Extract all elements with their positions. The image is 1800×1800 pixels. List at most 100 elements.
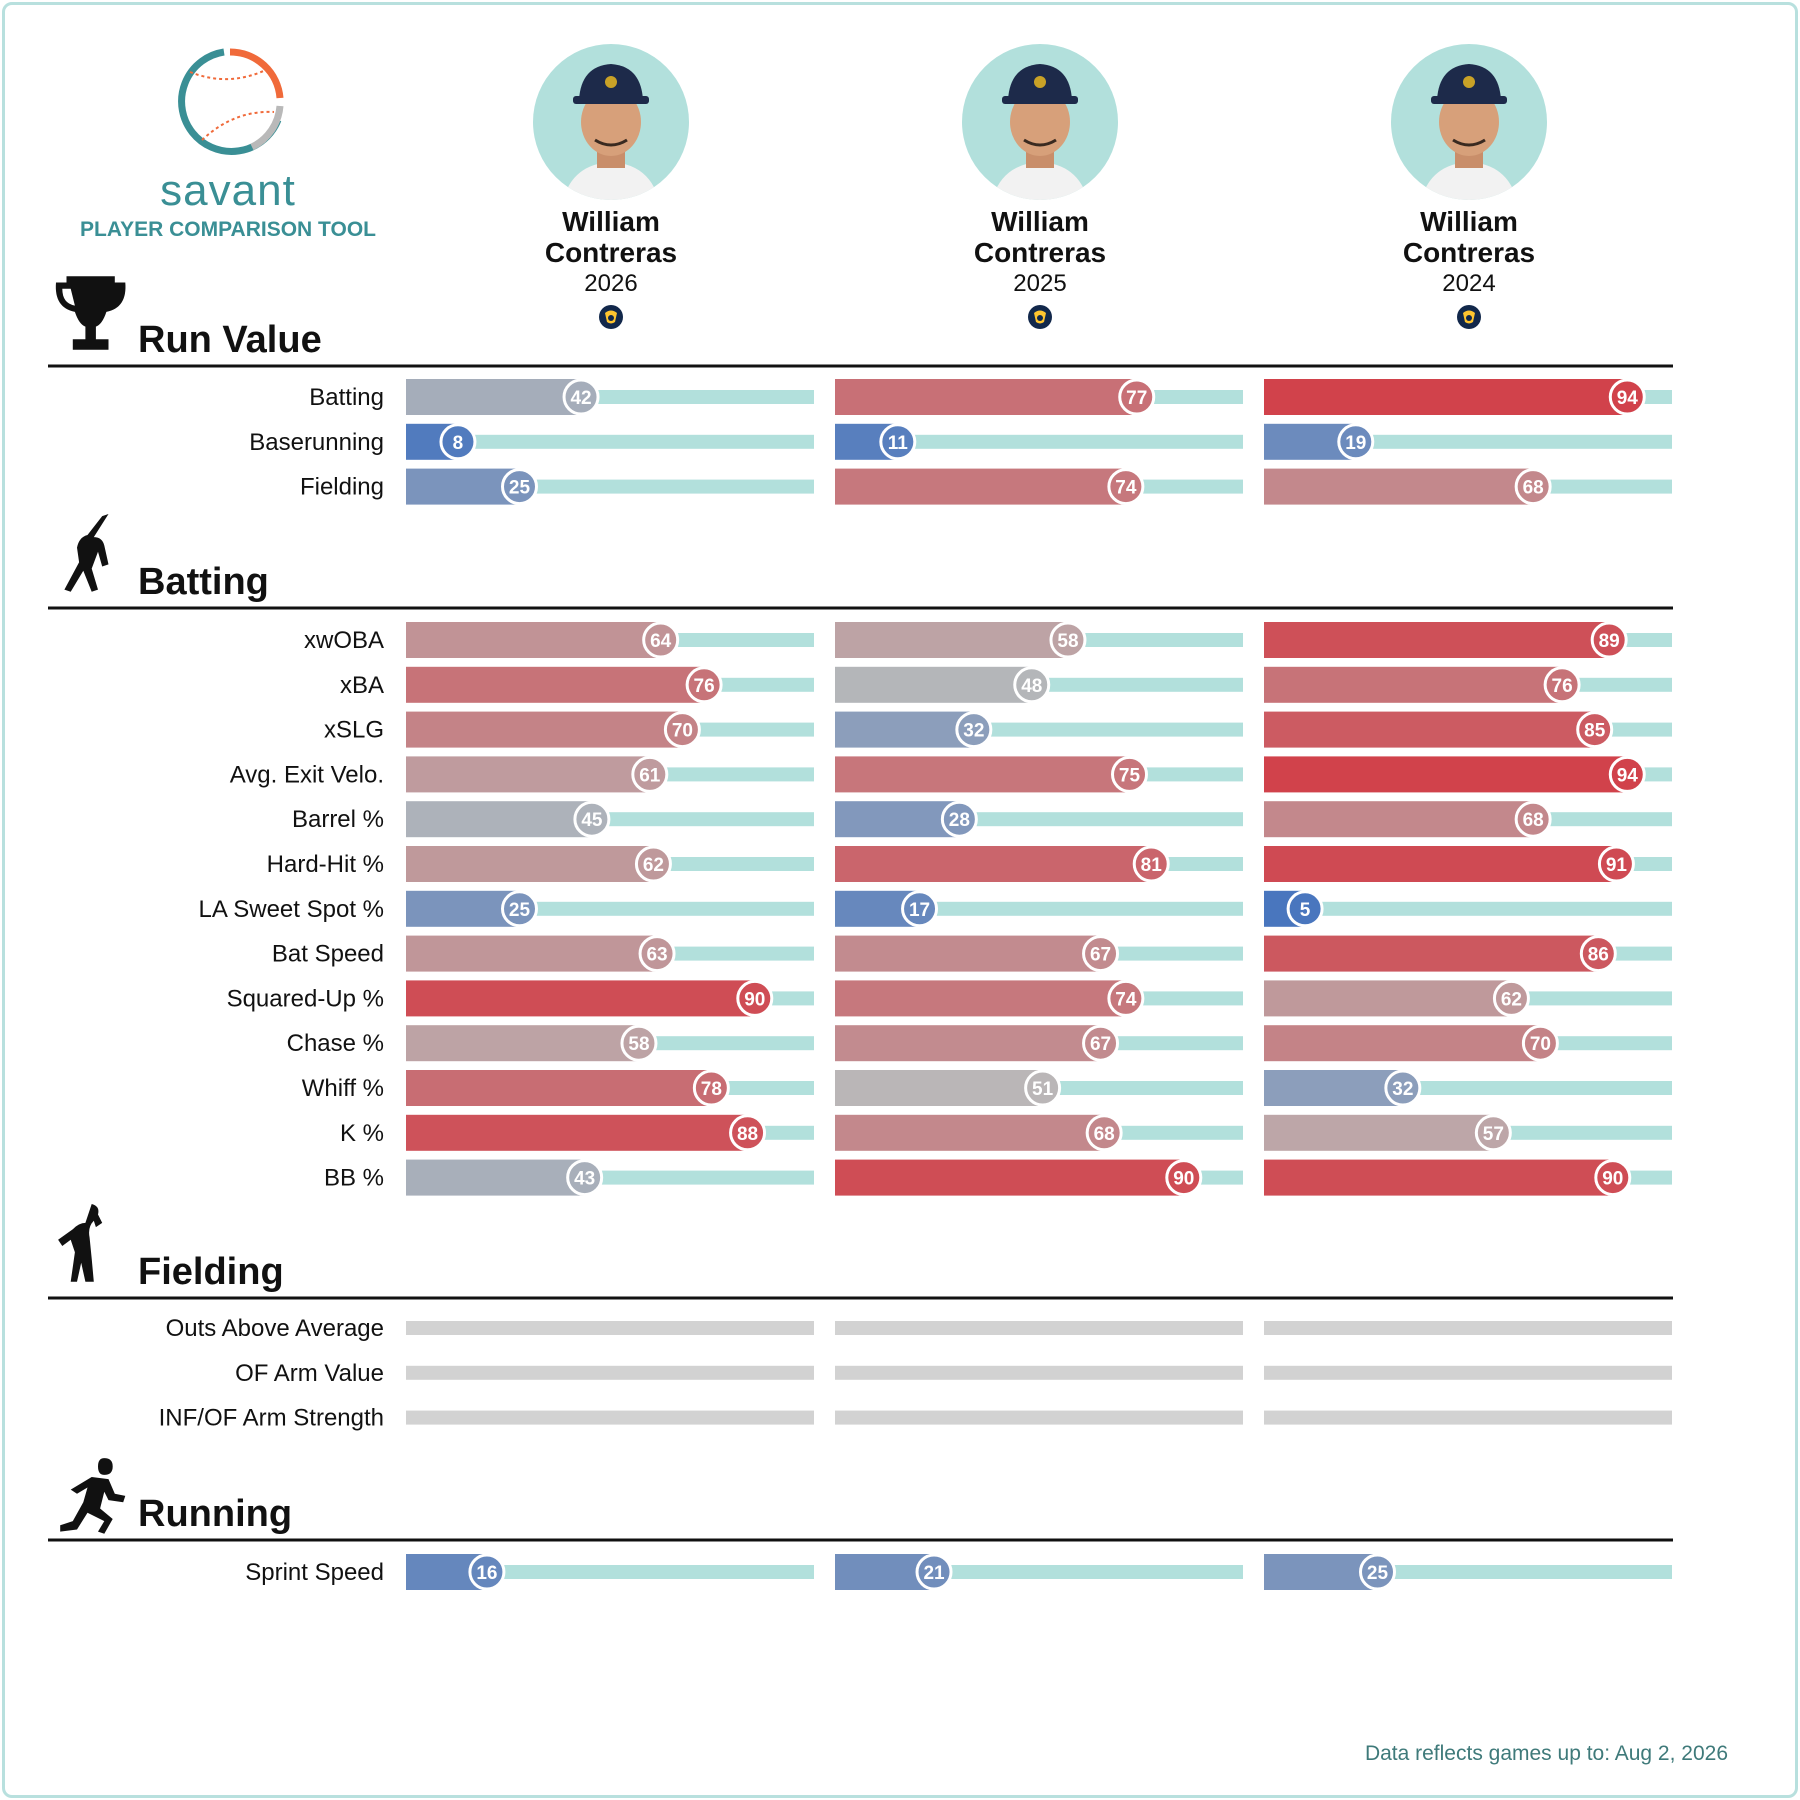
percentile-value: 77 bbox=[1126, 388, 1147, 409]
percentile-bar bbox=[406, 846, 654, 882]
metric-label: Squared-Up % bbox=[227, 985, 384, 1012]
percentile-marker bbox=[1579, 935, 1617, 973]
percentile-marker bbox=[1521, 1024, 1559, 1062]
percentile-marker bbox=[1082, 935, 1120, 973]
percentile-marker bbox=[1492, 979, 1530, 1017]
player-year: 2024 bbox=[1442, 270, 1496, 297]
percentile-value: 86 bbox=[1588, 945, 1609, 966]
percentile-marker bbox=[1132, 845, 1170, 883]
percentile-value: 67 bbox=[1090, 945, 1111, 966]
player-name-line2: Contreras bbox=[544, 237, 678, 268]
percentile-bar bbox=[835, 622, 1068, 658]
bar-track bbox=[1264, 901, 1672, 916]
percentile-marker bbox=[736, 979, 774, 1017]
percentile-marker bbox=[501, 890, 538, 928]
percentile-value: 51 bbox=[1032, 1079, 1054, 1100]
percentile-marker bbox=[1514, 800, 1552, 838]
percentile-marker bbox=[1576, 711, 1614, 749]
percentile-bar bbox=[406, 935, 658, 972]
metric-label: Whiff % bbox=[302, 1075, 384, 1102]
percentile-bar bbox=[1264, 1070, 1403, 1106]
percentile-value: 78 bbox=[701, 1079, 722, 1100]
percentile-marker bbox=[692, 1069, 730, 1107]
percentile-bar bbox=[1264, 1554, 1378, 1590]
percentile-bar bbox=[835, 1114, 1105, 1151]
percentile-value: 16 bbox=[476, 1563, 497, 1584]
percentile-value: 45 bbox=[581, 810, 603, 831]
percentile-value: 64 bbox=[650, 631, 672, 652]
percentile-value: 90 bbox=[1173, 1169, 1194, 1190]
empty-bar bbox=[835, 1321, 1243, 1335]
percentile-bar bbox=[835, 1159, 1184, 1196]
percentile-value: 25 bbox=[509, 478, 531, 499]
metric-label: Fielding bbox=[300, 474, 384, 501]
percentile-marker bbox=[638, 935, 676, 973]
empty-bar bbox=[406, 1365, 814, 1380]
percentile-marker bbox=[501, 468, 538, 506]
player-headshot-icon bbox=[563, 64, 659, 200]
percentile-value: 90 bbox=[1602, 1169, 1623, 1190]
metric-label: LA Sweet Spot % bbox=[199, 896, 384, 923]
brewers-logo-icon bbox=[599, 305, 623, 329]
percentile-value: 58 bbox=[628, 1034, 649, 1055]
empty-bar bbox=[1264, 1365, 1672, 1380]
percentile-marker bbox=[1107, 468, 1145, 506]
percentile-bar bbox=[406, 801, 592, 838]
data-date-note: Data reflects games up to: Aug 2, 2026 bbox=[1364, 1742, 1728, 1765]
percentile-bar bbox=[835, 980, 1126, 1017]
percentile-bar bbox=[406, 622, 661, 658]
brewers-logo-icon bbox=[1457, 305, 1481, 329]
percentile-marker bbox=[1165, 1159, 1203, 1197]
empty-bar bbox=[835, 1410, 1243, 1425]
section-title: Batting bbox=[138, 561, 269, 603]
percentile-marker bbox=[1024, 1069, 1062, 1107]
brewers-logo-icon bbox=[1028, 305, 1052, 329]
percentile-marker bbox=[1049, 621, 1087, 659]
player-year: 2026 bbox=[584, 270, 638, 297]
percentile-bar bbox=[835, 468, 1126, 505]
percentile-bar bbox=[406, 1159, 585, 1196]
percentile-marker bbox=[940, 800, 978, 838]
player-headshot-icon bbox=[992, 64, 1088, 200]
percentile-bar bbox=[406, 1070, 712, 1106]
metric-label: Hard-Hit % bbox=[267, 851, 384, 878]
percentile-marker bbox=[1082, 1024, 1120, 1062]
percentile-value: 68 bbox=[1523, 810, 1544, 831]
percentile-bar bbox=[835, 935, 1101, 972]
player-headshot bbox=[962, 44, 1118, 200]
percentile-bar bbox=[835, 846, 1152, 882]
percentile-marker bbox=[562, 378, 600, 416]
percentile-bar bbox=[1264, 1114, 1494, 1151]
section-title: Run Value bbox=[138, 319, 322, 361]
percentile-value: 63 bbox=[646, 945, 667, 966]
percentile-marker bbox=[879, 423, 917, 461]
percentile-value: 94 bbox=[1617, 388, 1639, 409]
percentile-bar bbox=[1264, 468, 1534, 505]
percentile-marker bbox=[1608, 378, 1646, 416]
bar-track bbox=[406, 434, 814, 449]
percentile-value: 70 bbox=[1530, 1034, 1551, 1055]
percentile-value: 25 bbox=[509, 900, 531, 921]
metric-label: xSLG bbox=[324, 717, 384, 744]
percentile-value: 67 bbox=[1090, 1034, 1111, 1055]
percentile-bar bbox=[835, 756, 1130, 793]
player-column-2: William Contreras 2025 bbox=[890, 44, 1190, 335]
percentile-value: 76 bbox=[1552, 676, 1573, 697]
percentile-value: 42 bbox=[570, 388, 591, 409]
player-column-1: William Contreras 2026 bbox=[461, 44, 761, 335]
percentile-value: 17 bbox=[909, 900, 930, 921]
percentile-marker bbox=[1337, 423, 1375, 461]
percentile-value: 58 bbox=[1057, 631, 1078, 652]
percentile-value: 94 bbox=[1617, 765, 1639, 786]
percentile-value: 76 bbox=[694, 676, 715, 697]
metric-label: Sprint Speed bbox=[245, 1559, 384, 1586]
percentile-value: 57 bbox=[1483, 1124, 1504, 1145]
metric-label: K % bbox=[340, 1120, 384, 1147]
percentile-value: 90 bbox=[744, 989, 765, 1010]
percentile-bar bbox=[1264, 935, 1599, 972]
percentile-marker bbox=[1594, 1159, 1632, 1197]
bar-track bbox=[406, 1565, 814, 1579]
percentile-marker bbox=[901, 890, 939, 928]
metric-label: Batting bbox=[309, 384, 384, 411]
